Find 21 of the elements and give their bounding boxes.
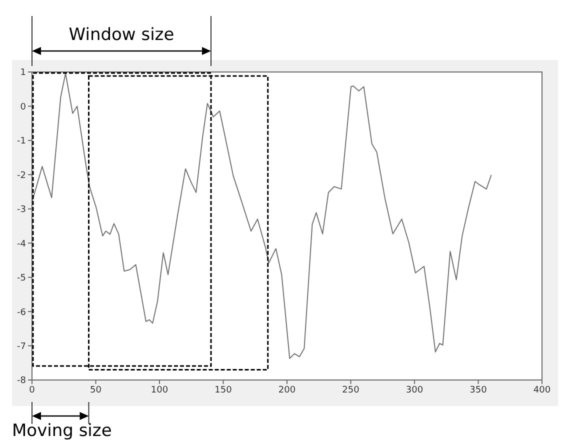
y-tick-label: -2 <box>17 170 26 181</box>
y-tick-label: -3 <box>17 205 26 216</box>
x-tick-label: 150 <box>214 385 232 396</box>
x-tick-label: 400 <box>533 385 551 396</box>
y-tick-label: -5 <box>17 274 26 284</box>
x-tick-label: 200 <box>278 385 296 396</box>
y-tick-label: -6 <box>17 308 26 318</box>
x-tick-label: 250 <box>342 385 360 396</box>
y-tick-label: 0 <box>20 102 26 112</box>
x-tick-label: 350 <box>470 385 488 396</box>
x-tick-label: 100 <box>150 385 168 396</box>
x-tick-label: 300 <box>406 385 424 396</box>
y-tick-label: -4 <box>17 239 26 250</box>
y-tick-label: -8 <box>17 376 26 386</box>
text: Moving size <box>12 421 112 441</box>
y-tick-label: -1 <box>17 136 26 147</box>
y-tick-label: -7 <box>17 342 26 352</box>
text: Window size <box>68 25 174 45</box>
x-tick-label: 50 <box>90 385 102 396</box>
y-tick-label: 1 <box>20 68 26 78</box>
x-tick-label: 0 <box>29 385 36 396</box>
